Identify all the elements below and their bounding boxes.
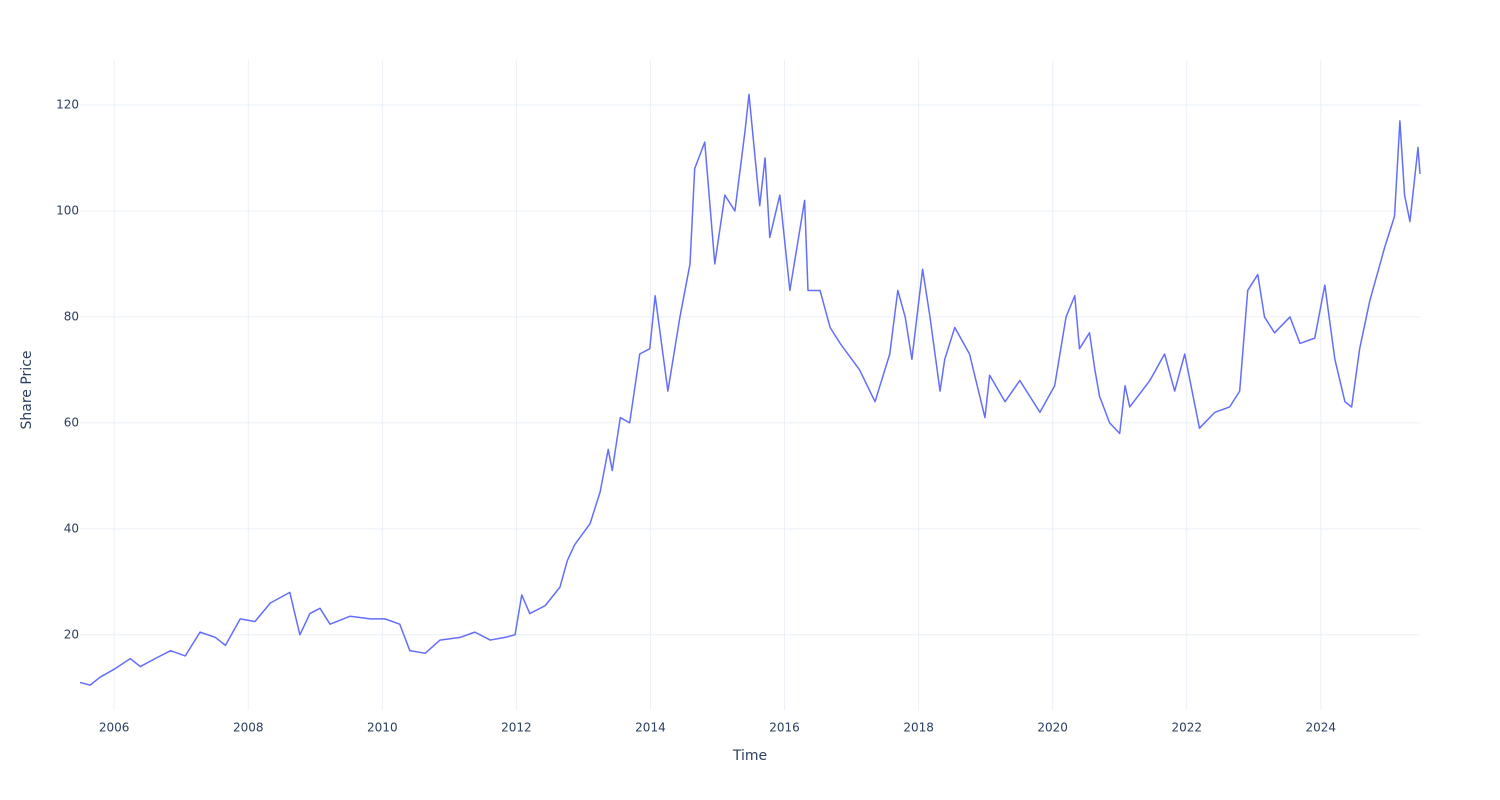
y-tick-label: 120 xyxy=(56,98,79,112)
y-tick-label: 80 xyxy=(64,309,79,323)
x-tick-label: 2024 xyxy=(1306,721,1337,735)
y-tick-label: 100 xyxy=(56,203,79,217)
x-tick-label: 2018 xyxy=(903,721,934,735)
x-axis-title: Time xyxy=(732,748,767,764)
y-tick-label: 20 xyxy=(64,627,79,641)
x-tick-label: 2010 xyxy=(367,721,398,735)
y-axis-title: Share Price xyxy=(19,350,35,429)
x-tick-label: 2014 xyxy=(635,721,666,735)
x-tick-label: 2006 xyxy=(99,721,130,735)
x-tick-label: 2022 xyxy=(1171,721,1202,735)
x-tick-label: 2008 xyxy=(233,721,264,735)
price-line xyxy=(79,93,1421,686)
y-tick-label: 40 xyxy=(64,521,79,535)
x-tick-label: 2016 xyxy=(769,721,800,735)
x-tick-label: 2020 xyxy=(1037,721,1068,735)
x-tick-label: 2012 xyxy=(501,721,532,735)
y-tick-label: 60 xyxy=(64,415,79,429)
